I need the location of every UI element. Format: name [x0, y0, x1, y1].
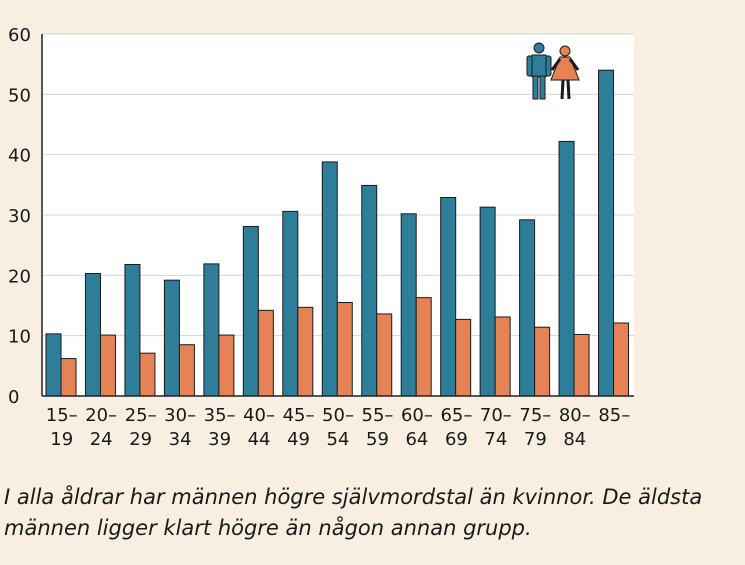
bar-men [479, 206, 496, 397]
bar-women [376, 313, 393, 397]
x-tick-label: 39 [208, 429, 231, 450]
x-tick-label: 65– [440, 405, 472, 426]
man-icon [526, 42, 552, 100]
x-tick-label: 35– [204, 405, 236, 426]
x-tick-label: 29 [129, 429, 152, 450]
x-tick-label: 59 [366, 429, 389, 450]
x-tick-label: 45– [283, 405, 315, 426]
gridlines [42, 33, 634, 337]
x-tick-label: 50– [322, 405, 354, 426]
bar-men [598, 69, 615, 397]
bar-men [45, 333, 62, 397]
x-tick-label: 15– [46, 405, 78, 426]
y-tick-label: 60 [8, 25, 31, 46]
x-tick-label: 74 [484, 429, 507, 450]
axes [41, 34, 634, 397]
bar-women [297, 306, 314, 397]
bar-women [218, 334, 235, 397]
caption-line-2: männen ligger klart högre än någon annan… [4, 516, 532, 540]
x-tick-label: 44 [248, 429, 271, 450]
bar-men [440, 197, 457, 397]
gender-legend [526, 42, 580, 100]
bar-women [534, 326, 551, 397]
x-tick-label: 30– [164, 405, 196, 426]
bar-women [257, 309, 274, 397]
bars [45, 69, 630, 397]
x-tick-label: 25– [125, 405, 157, 426]
bar-men [361, 184, 378, 397]
x-tick-label: 84 [563, 429, 586, 450]
y-tick-label: 20 [8, 266, 31, 287]
bar-women [494, 316, 511, 397]
x-tick-label: 60– [401, 405, 433, 426]
y-tick-label: 50 [8, 85, 31, 106]
bar-men [400, 213, 417, 397]
bar-women [613, 322, 630, 397]
x-tick-label: 55– [362, 405, 394, 426]
y-tick-label: 0 [8, 387, 19, 408]
bar-men [242, 225, 259, 397]
x-tick-label: 69 [445, 429, 468, 450]
bar-women [99, 334, 116, 397]
bar-men [163, 279, 180, 397]
bar-women [178, 344, 195, 397]
x-tick-label: 85– [598, 405, 630, 426]
y-tick-label: 10 [8, 327, 31, 348]
y-tick-label: 30 [8, 206, 31, 227]
caption-line-1: I alla åldrar har männen högre självmord… [4, 485, 703, 509]
x-tick-label: 34 [169, 429, 192, 450]
x-tick-label: 40– [243, 405, 275, 426]
bar-women [60, 358, 77, 397]
bar-men [84, 273, 101, 397]
bar-men [124, 263, 141, 397]
bar-chart: 0 10 20 30 40 50 60 15– 19 20– 24 25– 29 30– 34 35– 39 4… [8, 25, 634, 450]
x-tick-label: 19 [50, 429, 73, 450]
x-tick-label: 79 [524, 429, 547, 450]
y-tick-labels: 0 10 20 30 40 50 60 [8, 25, 31, 408]
x-tick-label: 64 [405, 429, 428, 450]
bar-women [415, 297, 432, 397]
bar-men [558, 140, 575, 397]
x-tick-label: 75– [519, 405, 551, 426]
bar-men [321, 161, 338, 397]
bar-men [519, 219, 536, 397]
x-tick-label: 80– [559, 405, 591, 426]
x-tick-label: 49 [287, 429, 310, 450]
bar-women [336, 301, 353, 397]
x-tick-label: 20– [85, 405, 117, 426]
x-tick-label: 54 [327, 429, 350, 450]
bar-women [455, 318, 472, 397]
chart-caption: I alla åldrar har männen högre självmord… [4, 482, 742, 544]
x-tick-labels: 15– 19 20– 24 25– 29 30– 34 35– 39 40– 44 45– 49 50– 54… [46, 405, 630, 450]
bar-men [282, 210, 299, 397]
bar-women [573, 333, 590, 397]
bar-men [203, 263, 220, 397]
woman-icon [550, 45, 580, 100]
bar-women [139, 352, 156, 397]
x-tick-label: 70– [480, 405, 512, 426]
x-tick-label: 24 [90, 429, 113, 450]
y-tick-label: 40 [8, 146, 31, 167]
